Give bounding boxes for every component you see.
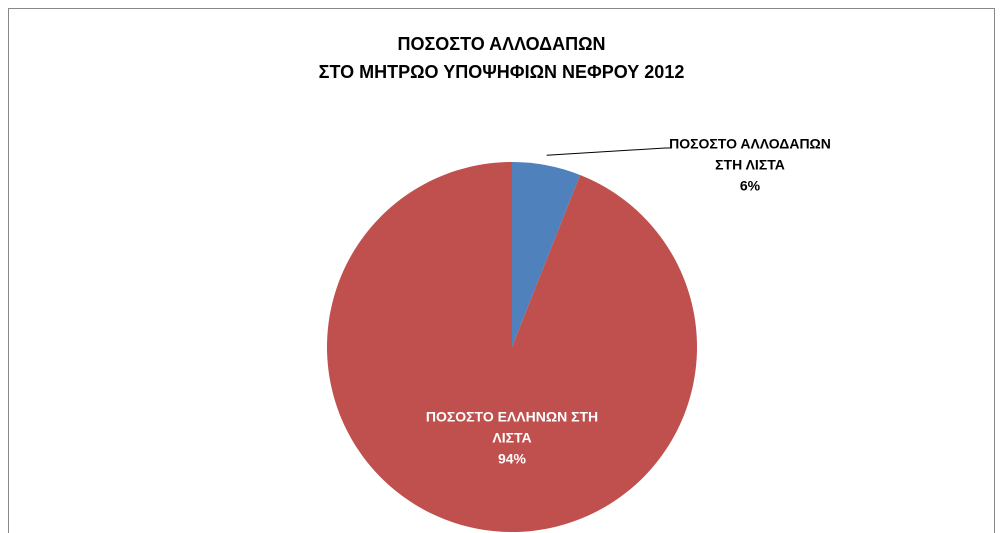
chart-title: ΣΤΟ ΜΗΤΡΩΟ ΥΠΟΨΗΦΙΩΝ ΝΕΦΡΟΥ 2012 bbox=[318, 62, 685, 82]
data-label-category: ΠΟΣΟΣΤΟ ΕΛΛΗΝΩΝ ΣΤΗ ΛΙΣΤΑ bbox=[425, 408, 599, 446]
data-label: ΠΟΣΟΣΤΟ ΑΛΛΟΔΑΠΩΝ ΣΤΗ ΛΙΣΤΑ 6% bbox=[665, 134, 835, 197]
data-label-value: 6% bbox=[739, 177, 761, 194]
data-label: ΠΟΣΟΣΤΟ ΕΛΛΗΝΩΝ ΣΤΗ ΛΙΣΤΑ 94% bbox=[412, 406, 612, 469]
leader-line bbox=[546, 147, 672, 156]
data-label-value: 94% bbox=[497, 450, 527, 467]
chart-frame bbox=[8, 8, 995, 533]
pie-slice bbox=[512, 162, 581, 347]
chart-title: ΠΟΣΟΣΤΟ ΑΛΛΟΔΑΠΩΝ bbox=[397, 34, 606, 54]
pie-slice bbox=[327, 162, 698, 533]
data-label-category: ΠΟΣΟΣΤΟ ΑΛΛΟΔΑΠΩΝ ΣΤΗ ΛΙΣΤΑ bbox=[669, 135, 831, 173]
